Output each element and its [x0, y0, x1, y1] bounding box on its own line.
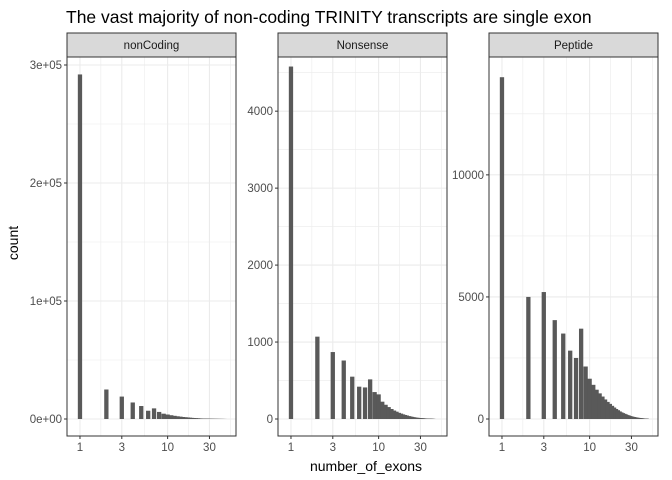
panel-nonsense: 0 1000 2000 3000 4000 1 3 10 30 Nonsense: [247, 32, 448, 454]
x-axis-title: number_of_exons: [310, 458, 422, 474]
bar: [573, 357, 579, 419]
bar: [541, 292, 546, 419]
y-tick-label: 2000: [247, 260, 273, 272]
bar: [372, 392, 377, 419]
bar: [591, 384, 596, 419]
bar: [362, 387, 368, 419]
bar: [165, 414, 170, 419]
bar: [139, 406, 144, 419]
bar: [172, 415, 177, 419]
bar: [602, 399, 608, 419]
bar: [156, 411, 162, 419]
bar: [178, 416, 183, 419]
bar: [389, 408, 394, 419]
x-tick-label: 10: [583, 442, 596, 454]
x-tick-label: 10: [161, 442, 174, 454]
bar: [288, 66, 294, 420]
bar: [607, 403, 612, 419]
bar: [77, 74, 83, 419]
bar: [561, 333, 566, 419]
bar: [169, 415, 174, 419]
y-tick-label: 3e+05: [30, 60, 62, 72]
y-tick-label: 0: [478, 414, 484, 426]
bar: [104, 389, 109, 419]
y-tick-label: 3000: [247, 183, 273, 195]
x-tick-label: 1: [499, 442, 505, 454]
bar: [386, 407, 391, 419]
bar: [183, 417, 188, 419]
bar: [587, 378, 592, 419]
y-tick-label: 1000: [247, 337, 273, 349]
facet-strip-label: Peptide: [554, 40, 593, 52]
x-tick-label: 3: [541, 442, 547, 454]
bar: [180, 416, 186, 419]
bar: [146, 410, 151, 419]
bar: [175, 416, 180, 419]
y-tick-label: 5000: [458, 292, 484, 304]
bar: [119, 396, 124, 419]
x-tick-label: 30: [414, 442, 427, 454]
bar: [394, 411, 399, 419]
bar: [161, 413, 166, 419]
bar: [380, 401, 385, 419]
bar: [594, 389, 599, 419]
bar: [605, 401, 610, 419]
bar: [583, 366, 588, 419]
bar: [597, 393, 602, 419]
bar: [350, 376, 355, 419]
bar: [578, 328, 584, 419]
y-tick-label: 4000: [247, 106, 273, 118]
y-tick-label: 10000: [452, 170, 484, 182]
x-tick-label: 10: [372, 442, 385, 454]
y-tick-label: 1e+05: [30, 296, 62, 308]
x-tick-label: 3: [330, 442, 336, 454]
bar: [357, 386, 362, 419]
bar: [383, 404, 388, 419]
panel-background: [489, 57, 658, 436]
y-tick-label: 0e+00: [30, 414, 62, 426]
bar: [499, 77, 505, 419]
facet-strip: [488, 32, 659, 58]
y-tick-label: 2e+05: [30, 178, 62, 190]
bar: [526, 296, 531, 419]
chart-title: The vast majority of non-coding TRINITY …: [66, 7, 592, 27]
x-tick-label: 3: [119, 442, 125, 454]
bar: [130, 402, 135, 419]
x-tick-label: 30: [625, 442, 638, 454]
facet-strip-label: Nonsense: [337, 40, 389, 52]
panel-peptide: 0 5000 10000 1 3 10 30 Peptide: [452, 32, 659, 454]
bar: [391, 410, 397, 419]
x-tick-label: 30: [203, 442, 216, 454]
y-axis-title: count: [5, 226, 21, 260]
bar: [151, 408, 157, 419]
bar: [315, 336, 320, 419]
bar: [376, 394, 381, 419]
bar: [367, 379, 373, 419]
bar: [341, 360, 346, 419]
facet-strip-label: nonCoding: [124, 40, 180, 52]
y-tick-label: 0: [267, 414, 273, 426]
bar: [568, 350, 573, 419]
panel-background: [67, 57, 236, 436]
facet-strip: [66, 32, 237, 58]
x-tick-label: 1: [288, 442, 294, 454]
bar: [552, 320, 557, 419]
facet-strip: [277, 32, 448, 58]
x-tick-label: 1: [77, 442, 83, 454]
bar: [330, 352, 335, 419]
bar: [600, 396, 605, 419]
panel-noncoding: 0e+00 1e+05 2e+05 3e+05 1 3 10 30 nonCoding: [30, 32, 237, 454]
bar: [185, 417, 190, 419]
panel-background: [278, 57, 447, 436]
bar: [396, 412, 401, 419]
